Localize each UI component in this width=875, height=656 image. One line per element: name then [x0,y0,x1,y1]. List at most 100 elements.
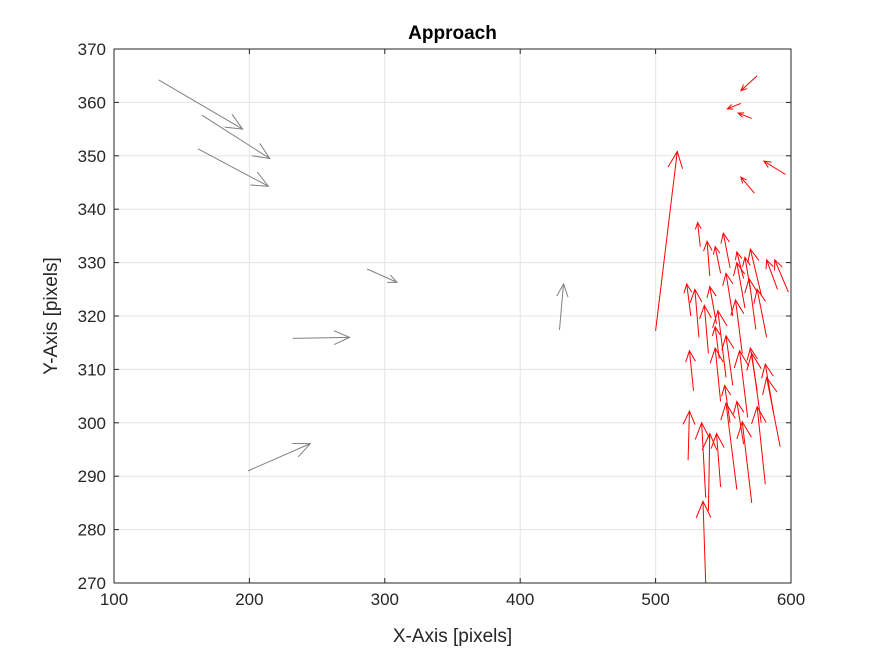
quiver-arrow [774,258,789,293]
quiver-arrow [734,250,745,279]
quiver-arrow [655,150,684,332]
arrow-shaft [714,246,722,274]
arrow-head [722,272,734,286]
arrow-head [721,334,735,351]
quiver-arrow [733,349,750,418]
arrow-head [751,405,767,425]
quiver-arrow [762,160,786,175]
arrow-shaft [766,259,778,290]
x-tick-label: 500 [641,590,669,609]
arrow-shaft [706,241,711,276]
y-tick-label: 360 [78,93,106,112]
arrow-shaft [707,433,711,511]
quiver-arrow [742,256,751,290]
quiver-arrow [730,298,745,354]
arrow-shaft [714,326,720,359]
chart-title: Approach [408,23,497,44]
arrow-shaft [702,501,707,584]
arrow-head [753,288,767,304]
arrow-head [747,248,760,264]
quiver-arrow [292,330,351,346]
arrow-head [712,245,721,255]
quiver-arrow [158,79,244,130]
arrow-shaft [558,283,565,330]
arrow-head [703,240,713,252]
arrow-head [737,112,745,118]
arrow-head [721,384,732,397]
quiver-arrow [736,420,753,503]
arrow-shaft [724,385,731,423]
arrow-shaft [201,114,270,159]
arrow-head [706,285,717,298]
arrow-shaft [694,289,700,338]
x-tick-label: 300 [371,590,399,609]
arrow-shaft [725,402,738,490]
arrow-head [761,362,774,379]
arrow-shaft [739,350,749,418]
arrow-head [711,325,721,337]
arrow-head [746,346,758,361]
quiver-arrow [694,221,702,247]
quiver-arrow [706,285,718,325]
quiver-arrow [197,148,270,187]
x-axis-label: X-Axis [pixels] [393,626,512,647]
arrow-shaft [749,249,762,295]
arrow-head [292,443,312,458]
y-tick-label: 350 [78,147,106,166]
arrow-shaft [701,422,707,498]
quiver-arrow [720,232,731,269]
arrow-shaft [725,273,734,317]
arrow-head [694,421,711,440]
arrow-shaft [763,160,786,175]
arrow-head [333,330,351,346]
quiver-arrow [761,362,774,413]
quiver-arrow [726,103,742,110]
arrow-shaft [197,148,269,187]
arrow-shaft [686,283,692,317]
arrow-shaft [292,336,350,339]
arrow-head [251,143,271,160]
quiver-arrow [712,309,728,378]
arrow-head [762,376,778,396]
arrow-head [689,288,703,304]
y-tick-label: 270 [78,574,106,593]
arrow-head [732,400,745,415]
arrow-head [701,432,718,451]
arrow-shaft [727,103,742,110]
quiver-arrow [765,258,778,290]
quiver-arrow [733,261,746,309]
arrow-shaft [744,257,751,290]
x-tick-label: 100 [100,590,128,609]
arrow-shaft [736,262,746,309]
arrow-shaft [741,421,753,503]
arrow-shaft [366,268,398,283]
arrow-head [765,258,774,270]
arrow-shaft [749,347,758,391]
quiver-arrow [695,500,712,584]
quiver-arrow [247,443,312,472]
quiver-arrow [699,304,712,354]
arrow-shaft [655,151,678,332]
quiver-arrow [682,409,696,461]
arrow-head [695,500,712,519]
arrow-head [685,349,696,363]
quiver-arrow [722,272,734,317]
quiver-arrow [739,75,758,92]
y-tick-label: 340 [78,200,106,219]
arrow-shaft [722,233,731,269]
arrow-shaft [774,259,789,293]
y-tick-label: 370 [78,40,106,59]
y-tick-label: 300 [78,414,106,433]
x-tick-label: 400 [506,590,534,609]
arrow-head [739,84,748,92]
quiver-arrow [701,432,718,511]
quiver-arrow [740,176,755,194]
arrow-shaft [697,222,701,247]
arrow-head [762,160,772,168]
quiver-arrow [721,334,735,386]
arrow-series [158,75,789,584]
y-tick-label: 310 [78,360,106,379]
arrow-head [250,171,270,187]
arrow-head [682,409,696,425]
